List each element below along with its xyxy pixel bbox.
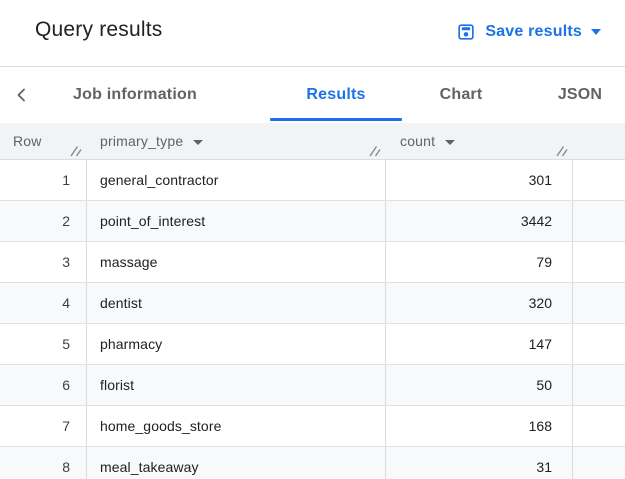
- cell-row-number: 3: [0, 242, 87, 282]
- cell-count[interactable]: 50: [386, 365, 573, 405]
- results-table: Row primary_type: [0, 123, 625, 479]
- tab-job-information[interactable]: Job information: [39, 67, 231, 123]
- cell-row-number: 4: [0, 283, 87, 323]
- column-header-primary-type[interactable]: primary_type: [87, 123, 386, 159]
- column-dropdown-caret-icon[interactable]: [445, 139, 456, 145]
- cell-filler: [573, 324, 625, 364]
- column-header-count[interactable]: count: [386, 123, 573, 159]
- table-row[interactable]: 2 point_of_interest 3442: [0, 201, 625, 242]
- page-title: Query results: [35, 18, 163, 41]
- cell-filler: [573, 201, 625, 241]
- table-header-row: Row primary_type: [0, 123, 625, 160]
- table-row[interactable]: 8 meal_takeaway 31: [0, 447, 625, 479]
- table-row[interactable]: 4 dentist 320: [0, 283, 625, 324]
- cell-count[interactable]: 320: [386, 283, 573, 323]
- tab-results[interactable]: Results: [270, 67, 402, 123]
- cell-primary-type[interactable]: pharmacy: [87, 324, 386, 364]
- active-tab-underline: [270, 118, 402, 121]
- chevron-left-icon: [13, 86, 31, 104]
- cell-count[interactable]: 79: [386, 242, 573, 282]
- cell-primary-type[interactable]: massage: [87, 242, 386, 282]
- tabbar: Job information Results Chart JSON: [0, 67, 625, 123]
- cell-count[interactable]: 301: [386, 160, 573, 200]
- cell-primary-type[interactable]: florist: [87, 365, 386, 405]
- tab-chart[interactable]: Chart: [404, 67, 518, 123]
- cell-count[interactable]: 168: [386, 406, 573, 446]
- cell-filler: [573, 447, 625, 479]
- table-row[interactable]: 1 general_contractor 301: [0, 160, 625, 201]
- cell-count[interactable]: 147: [386, 324, 573, 364]
- dropdown-caret-icon: [591, 29, 601, 35]
- cell-filler: [573, 406, 625, 446]
- titlebar-divider: [0, 66, 625, 67]
- column-header-filler: [573, 123, 625, 159]
- cell-count[interactable]: 3442: [386, 201, 573, 241]
- column-header-primary-type-label: primary_type: [100, 133, 184, 149]
- titlebar: Query results Save results: [0, 0, 625, 66]
- table-row[interactable]: 7 home_goods_store 168: [0, 406, 625, 447]
- save-results-label: Save results: [485, 23, 582, 40]
- column-header-row-label: Row: [13, 133, 42, 149]
- save-icon: [456, 22, 476, 42]
- table-row[interactable]: 6 florist 50: [0, 365, 625, 406]
- cell-row-number: 6: [0, 365, 87, 405]
- table-row[interactable]: 3 massage 79: [0, 242, 625, 283]
- column-header-row: Row: [0, 123, 87, 159]
- column-resize-handle-icon[interactable]: [554, 143, 570, 158]
- tabs-back-button[interactable]: [8, 81, 36, 109]
- save-results-button[interactable]: Save results: [456, 19, 601, 45]
- cell-row-number: 2: [0, 201, 87, 241]
- cell-primary-type[interactable]: home_goods_store: [87, 406, 386, 446]
- cell-count[interactable]: 31: [386, 447, 573, 479]
- column-resize-handle-icon[interactable]: [68, 143, 84, 158]
- cell-primary-type[interactable]: meal_takeaway: [87, 447, 386, 479]
- cell-filler: [573, 160, 625, 200]
- cell-primary-type[interactable]: general_contractor: [87, 160, 386, 200]
- cell-primary-type[interactable]: dentist: [87, 283, 386, 323]
- cell-primary-type[interactable]: point_of_interest: [87, 201, 386, 241]
- cell-row-number: 5: [0, 324, 87, 364]
- cell-filler: [573, 365, 625, 405]
- cell-filler: [573, 242, 625, 282]
- column-dropdown-caret-icon[interactable]: [193, 139, 204, 145]
- cell-row-number: 1: [0, 160, 87, 200]
- table-row[interactable]: 5 pharmacy 147: [0, 324, 625, 365]
- cell-filler: [573, 283, 625, 323]
- tab-json[interactable]: JSON: [528, 67, 625, 123]
- tab-results-label: Results: [306, 86, 366, 103]
- column-header-count-label: count: [400, 133, 436, 149]
- cell-row-number: 8: [0, 447, 87, 479]
- cell-row-number: 7: [0, 406, 87, 446]
- column-resize-handle-icon[interactable]: [367, 143, 383, 158]
